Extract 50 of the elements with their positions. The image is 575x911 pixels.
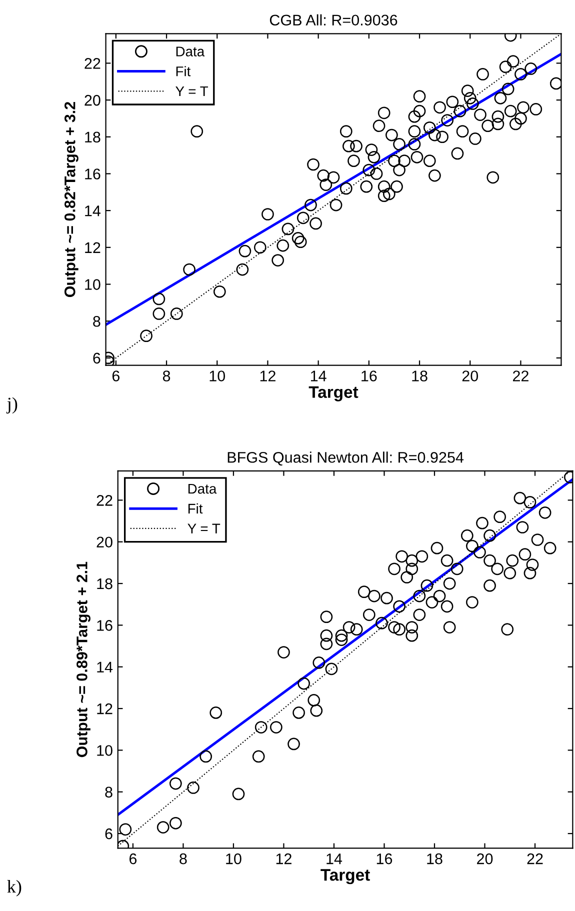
y-tick-label: 6 — [93, 352, 100, 364]
y-tick-label: 18 — [97, 578, 112, 590]
chart-title: BFGS Quasi Newton All: R=0.9254 — [228, 452, 464, 466]
legend-label: Data — [188, 484, 217, 494]
x-tick-label: 10 — [210, 370, 226, 382]
x-tick-label: 14 — [326, 854, 342, 864]
x-tick-label: 12 — [276, 853, 292, 864]
legend-label: Fit — [188, 503, 203, 514]
x-tick-label: 18 — [412, 370, 428, 382]
x-axis-title: Target — [308, 386, 358, 402]
chart-title: CGB All: R=0.9036 — [270, 14, 398, 26]
y-tick-label: 8 — [105, 786, 112, 798]
x-tick-label: 18 — [427, 853, 442, 864]
legend-label: Y = T — [188, 524, 220, 534]
text: j) — [6, 397, 18, 414]
y-tick-label: 14 — [97, 662, 113, 672]
x-tick-label: 20 — [462, 370, 478, 382]
x-tick-label: 22 — [512, 370, 528, 382]
y-tick-label: 20 — [84, 94, 100, 106]
y-tick-label: 18 — [85, 132, 100, 143]
y-tick-label: 14 — [85, 206, 100, 216]
x-tick-label: 8 — [162, 370, 170, 382]
legend-label: Fit — [176, 66, 191, 76]
y-axis-title: Output ~= 0.82*Target + 3.2 — [64, 102, 78, 298]
y-axis-title: Output ~= 0.89*Target + 2.1 — [76, 562, 90, 758]
y-tick-label: 8 — [93, 316, 100, 327]
y-tick-label: 12 — [85, 242, 100, 253]
x-tick-label: 12 — [260, 370, 276, 382]
x-tick-label: 6 — [129, 853, 137, 864]
y-tick-label: 16 — [85, 168, 100, 180]
y-tick-label: 22 — [84, 58, 100, 69]
text: k) — [7, 880, 22, 896]
y-tick-label: 6 — [105, 828, 112, 840]
x-tick-label: 20 — [477, 853, 493, 864]
y-tick-label: 22 — [96, 495, 112, 506]
y-tick-label: 12 — [97, 703, 112, 714]
x-tick-label: 22 — [527, 853, 543, 864]
x-tick-label: 10 — [226, 853, 242, 864]
x-tick-label: 16 — [376, 853, 392, 864]
x-tick-label: 6 — [112, 370, 120, 382]
y-tick-label: 10 — [97, 745, 112, 756]
legend-label: Data — [176, 46, 205, 56]
x-tick-label: 14 — [310, 370, 326, 382]
x-axis-title: Target — [320, 869, 370, 884]
legend-label: Y = T — [176, 86, 208, 96]
x-tick-label: 16 — [362, 370, 377, 382]
y-tick-label: 20 — [96, 536, 112, 548]
y-tick-label: 16 — [97, 620, 112, 631]
y-tick-label: 10 — [85, 279, 100, 290]
x-tick-label: 8 — [180, 853, 187, 864]
